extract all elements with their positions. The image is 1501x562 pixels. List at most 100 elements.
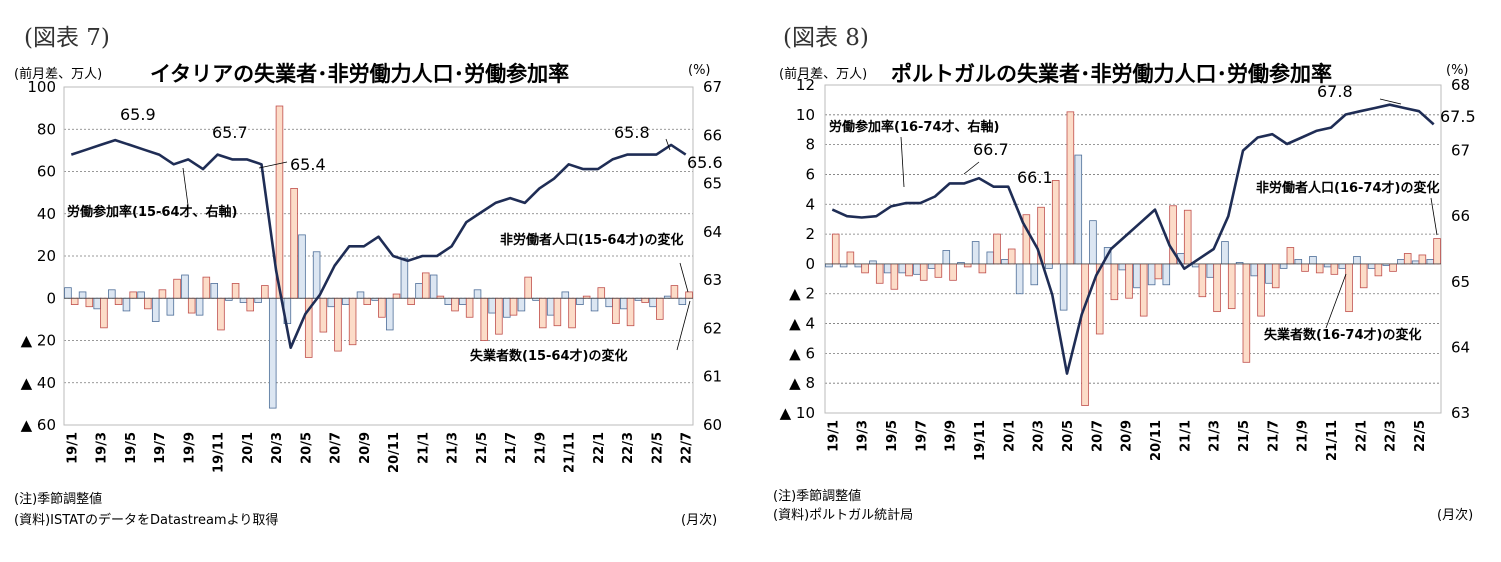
- bar: [1294, 259, 1303, 265]
- x-tick-label: 21/9: [533, 432, 548, 464]
- bar: [1213, 263, 1221, 313]
- left-tick-label: 40: [37, 205, 56, 223]
- x-tick-label: 19/1: [65, 432, 80, 464]
- bar: [1007, 248, 1016, 265]
- bar: [231, 283, 240, 299]
- bar: [217, 297, 225, 331]
- bar: [451, 297, 459, 312]
- bar: [553, 297, 562, 327]
- bar: [1426, 259, 1435, 265]
- bar: [1206, 263, 1215, 278]
- left-tick-label: ▲ 4: [789, 315, 815, 333]
- bar: [1323, 263, 1332, 268]
- portugal-chart: ▲ 10▲ 8▲ 6▲ 4▲ 202468101263646566676819/…: [780, 76, 1476, 461]
- left-tick-label: 2: [805, 225, 815, 243]
- bar: [129, 291, 137, 299]
- chart-panel-portugal: (図表 8) ポルトガルの失業者･非労働力人口･労働参加率 (前月差、万人) (…: [751, 0, 1501, 562]
- leader-line: [1325, 273, 1347, 329]
- bar: [685, 291, 693, 299]
- left-tick-label: 20: [37, 247, 56, 265]
- bar: [1133, 263, 1141, 289]
- bar: [195, 297, 204, 316]
- bar: [342, 297, 350, 305]
- bar: [1162, 263, 1171, 286]
- left-tick-label: ▲ 10: [780, 404, 815, 422]
- x-tick-label: 20/5: [1061, 420, 1076, 452]
- italy-chart: ▲ 60 ▲ 40 ▲ 20 0 20 40 60 80 100 60 61 62 63 64 65 66 67…: [21, 78, 723, 473]
- left-axis-unit: (前月差、万人): [779, 67, 868, 82]
- x-tick-label: 19/5: [124, 432, 139, 464]
- x-tick-label: 19/5: [885, 420, 900, 452]
- bar: [363, 297, 372, 305]
- participation-rate-line: [831, 103, 1435, 375]
- x-tick-label: 21/7: [1266, 420, 1281, 452]
- bar: [590, 297, 599, 312]
- left-tick-label: 80: [37, 120, 56, 138]
- bar: [385, 297, 394, 331]
- bar: [429, 274, 438, 299]
- bar: [854, 263, 863, 268]
- bar: [1374, 263, 1383, 277]
- bar: [64, 287, 72, 299]
- left-tick-label: ▲ 60: [21, 416, 56, 434]
- x-tick-label: 20/1: [241, 432, 256, 464]
- x-tick-label: 19/1: [826, 420, 841, 452]
- bar: [348, 297, 357, 346]
- bar: [290, 187, 298, 299]
- bar: [913, 263, 921, 275]
- left-tick-label: 8: [805, 136, 815, 154]
- chart-title: ポルトガルの失業者･非労働力人口･労働参加率: [891, 62, 1332, 86]
- series-annotation: 失業者数(15-64才)の変化: [470, 348, 627, 364]
- bar: [890, 263, 899, 290]
- leader-line: [1430, 197, 1438, 236]
- bar: [1389, 263, 1397, 272]
- bar: [1279, 263, 1288, 269]
- bar: [378, 297, 386, 318]
- bar: [576, 297, 584, 305]
- x-tick-label: 19/3: [95, 432, 110, 464]
- bar: [473, 289, 482, 299]
- bar: [1030, 263, 1039, 286]
- bar: [561, 291, 570, 299]
- bar: [1081, 263, 1089, 406]
- bar: [971, 241, 980, 265]
- left-tick-label: 100: [27, 78, 56, 96]
- value-annotation: 67.5: [1440, 107, 1476, 126]
- bar: [934, 263, 943, 278]
- bar: [1089, 220, 1097, 265]
- bar: [927, 263, 936, 269]
- bar: [1139, 263, 1148, 317]
- bar: [942, 250, 951, 265]
- bar: [1338, 263, 1347, 269]
- left-tick-label: ▲ 20: [21, 332, 56, 350]
- bar: [407, 297, 415, 305]
- x-tick-label: 21/3: [1208, 420, 1223, 452]
- bar: [202, 276, 211, 299]
- bar: [1353, 256, 1361, 265]
- bar: [421, 272, 430, 299]
- bar: [312, 251, 321, 299]
- left-tick-label: ▲ 40: [21, 374, 56, 392]
- bar: [239, 297, 248, 303]
- leader-line: [1379, 98, 1402, 105]
- x-tick-label: 20/5: [299, 432, 314, 464]
- x-tick-label: 20/1: [1002, 420, 1017, 452]
- bar: [1015, 263, 1024, 295]
- value-annotation: 65.8: [614, 123, 650, 142]
- leader-line: [963, 161, 980, 175]
- source-note: (資料)ポルトガル統計局: [773, 508, 914, 523]
- bar: [1397, 259, 1405, 265]
- bar: [85, 297, 94, 308]
- bar: [1309, 256, 1317, 265]
- leader-line: [258, 161, 288, 169]
- bar: [612, 297, 620, 325]
- bar: [1250, 263, 1259, 277]
- plot-frame: [63, 86, 694, 426]
- bar: [1242, 263, 1251, 363]
- bar: [1433, 238, 1441, 265]
- x-tick-label: 22/5: [1413, 420, 1428, 452]
- bar: [173, 278, 181, 299]
- left-tick-label: 4: [805, 195, 815, 213]
- value-annotation: 65.7: [212, 123, 248, 142]
- plot-frame: [824, 84, 1442, 414]
